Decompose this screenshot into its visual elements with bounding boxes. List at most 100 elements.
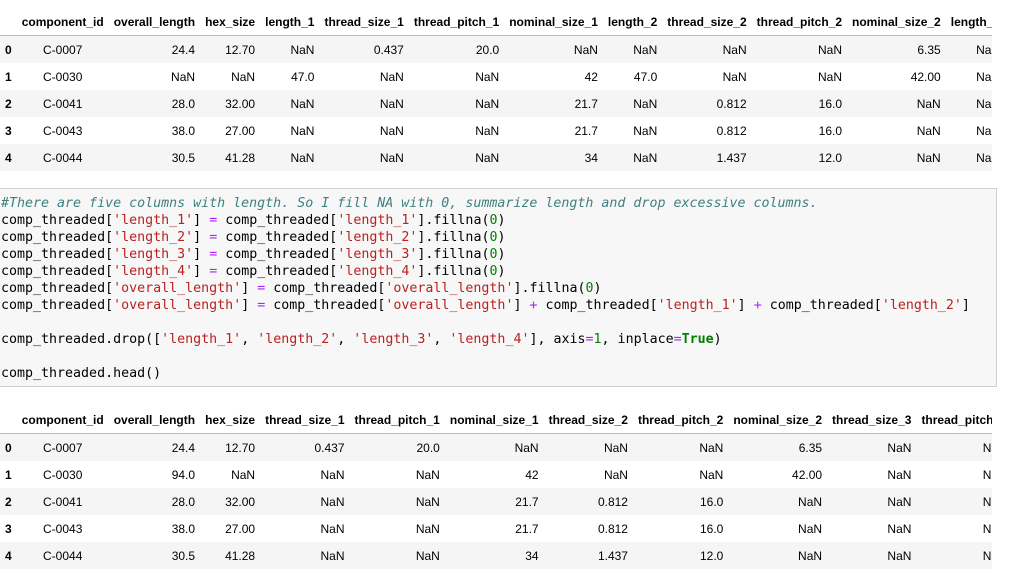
table-cell: 0.437 bbox=[373, 42, 404, 57]
table-cell: NaN bbox=[290, 123, 315, 138]
table-row: 0 C-0007 24.4 12.70 NaN 0.437 20.0 NaN NaN NaN NaN… bbox=[0, 35, 992, 63]
table-cell: C-0030 bbox=[43, 69, 83, 84]
table-cell: 27.00 bbox=[225, 123, 256, 138]
table-cell: C-0041 bbox=[43, 494, 83, 509]
column-header: nominal_size_1 bbox=[444, 406, 544, 434]
table-cell: NaN bbox=[722, 69, 747, 84]
table-cell: NaN bbox=[982, 494, 992, 509]
table-row: 4 C-0044 30.5 41.28 NaN NaN 34 1.437 12.0 NaN NaN N… bbox=[0, 542, 992, 569]
table-cell: NaN bbox=[320, 521, 345, 536]
row-index: 0 bbox=[5, 42, 12, 57]
table-header-row: component_id overall_length hex_size length… bbox=[0, 8, 992, 36]
table-cell: NaN bbox=[603, 467, 628, 482]
table-cell: NaN bbox=[818, 69, 843, 84]
table-cell: NaN bbox=[798, 548, 823, 563]
column-header: nominal_size_2 bbox=[728, 406, 828, 434]
table-cell: NaN bbox=[633, 96, 658, 111]
table-cell: NaN bbox=[818, 42, 843, 57]
column-header: thread_size_2 bbox=[662, 8, 752, 36]
table-cell: NaN bbox=[982, 467, 992, 482]
table-cell: 21.7 bbox=[515, 521, 539, 536]
table-cell: NaN bbox=[887, 440, 912, 455]
table-cell: NaN bbox=[415, 548, 440, 563]
row-index: 1 bbox=[5, 69, 12, 84]
table-cell: 12.0 bbox=[699, 548, 724, 563]
row-index: 2 bbox=[5, 494, 12, 509]
table-cell: NaN bbox=[320, 494, 345, 509]
row-index: 3 bbox=[5, 123, 12, 138]
code-editor[interactable]: #There are five columns with length. So … bbox=[0, 189, 996, 382]
column-header: thread_pitch_1 bbox=[349, 406, 445, 434]
table-cell: NaN bbox=[633, 150, 658, 165]
table-cell: 94.0 bbox=[171, 467, 196, 482]
row-index: 2 bbox=[5, 96, 12, 111]
table-cell: NaN bbox=[290, 150, 315, 165]
table-cell: NaN bbox=[976, 96, 992, 111]
table-cell: 16.0 bbox=[818, 96, 843, 111]
column-header bbox=[0, 406, 17, 434]
table-cell: 38.0 bbox=[171, 521, 196, 536]
table-cell: 28.0 bbox=[171, 494, 196, 509]
table-cell: NaN bbox=[976, 42, 992, 57]
table-cell: C-0007 bbox=[43, 42, 83, 57]
row-index: 3 bbox=[5, 521, 12, 536]
table-row: 4 C-0044 30.5 41.28 NaN NaN NaN 34 NaN 1.437 12.0 N… bbox=[0, 144, 992, 171]
output-table-before: component_id overall_length hex_size length… bbox=[0, 8, 992, 171]
table-cell: NaN bbox=[231, 467, 256, 482]
table-cell: NaN bbox=[171, 69, 196, 84]
table-cell: NaN bbox=[415, 467, 440, 482]
table-cell: 21.7 bbox=[515, 494, 539, 509]
table-cell: NaN bbox=[633, 42, 658, 57]
column-header: hex_size bbox=[200, 8, 261, 36]
table-cell: NaN bbox=[887, 494, 912, 509]
table-cell: 16.0 bbox=[699, 494, 724, 509]
code-cell[interactable]: #There are five columns with length. So … bbox=[0, 188, 997, 387]
table-cell: 16.0 bbox=[818, 123, 843, 138]
column-header: nominal_size_1 bbox=[504, 8, 603, 36]
table-cell: NaN bbox=[320, 467, 345, 482]
table-cell: NaN bbox=[982, 440, 992, 455]
column-header: component_id bbox=[16, 8, 109, 36]
table-cell: 20.0 bbox=[416, 440, 440, 455]
column-header: thread_size_2 bbox=[543, 406, 633, 434]
table-cell: NaN bbox=[379, 150, 404, 165]
table-cell: NaN bbox=[982, 548, 992, 563]
table-cell: NaN bbox=[887, 467, 912, 482]
table-cell: 6.35 bbox=[917, 42, 941, 57]
table-cell: NaN bbox=[722, 42, 747, 57]
table-cell: C-0007 bbox=[43, 440, 83, 455]
column-header: thread_size_3 bbox=[827, 406, 917, 434]
row-index: 4 bbox=[5, 150, 12, 165]
table-cell: NaN bbox=[982, 521, 992, 536]
table-cell: NaN bbox=[699, 467, 724, 482]
table-cell: 12.0 bbox=[818, 150, 843, 165]
table-cell: NaN bbox=[633, 123, 658, 138]
dataframe-table: component_id overall_length hex_size thread… bbox=[0, 406, 992, 569]
table-cell: NaN bbox=[475, 69, 500, 84]
table-cell: 47.0 bbox=[633, 69, 658, 84]
table-cell: 34 bbox=[584, 150, 598, 165]
table-cell: NaN bbox=[573, 42, 598, 57]
code-line: comp_threaded.head() bbox=[1, 366, 162, 381]
output-table-after: component_id overall_length hex_size thread… bbox=[0, 406, 992, 569]
table-cell: 24.4 bbox=[171, 440, 196, 455]
table-cell: 42 bbox=[525, 467, 539, 482]
table-cell: 42 bbox=[584, 69, 598, 84]
table-cell: C-0043 bbox=[43, 123, 83, 138]
table-cell: NaN bbox=[290, 42, 315, 57]
column-header bbox=[0, 8, 17, 36]
table-cell: NaN bbox=[290, 96, 315, 111]
table-cell: 1.437 bbox=[716, 150, 747, 165]
table-cell: 47.0 bbox=[291, 69, 315, 84]
table-row: 0 C-0007 24.4 12.70 0.437 20.0 NaN NaN NaN 6.35 Na… bbox=[0, 433, 992, 461]
table-cell: NaN bbox=[976, 69, 992, 84]
column-header: thread_pitch_3 bbox=[916, 406, 992, 434]
table-header-row: component_id overall_length hex_size thread… bbox=[0, 406, 992, 434]
table-cell: 16.0 bbox=[699, 521, 724, 536]
table-cell: 20.0 bbox=[475, 42, 500, 57]
row-index: 4 bbox=[5, 548, 12, 563]
table-cell: 38.0 bbox=[171, 123, 196, 138]
table-row: 3 C-0043 38.0 27.00 NaN NaN NaN 21.7 NaN 0.812 16.… bbox=[0, 117, 992, 144]
column-header: length_3 bbox=[945, 8, 992, 36]
table-cell: NaN bbox=[976, 123, 992, 138]
